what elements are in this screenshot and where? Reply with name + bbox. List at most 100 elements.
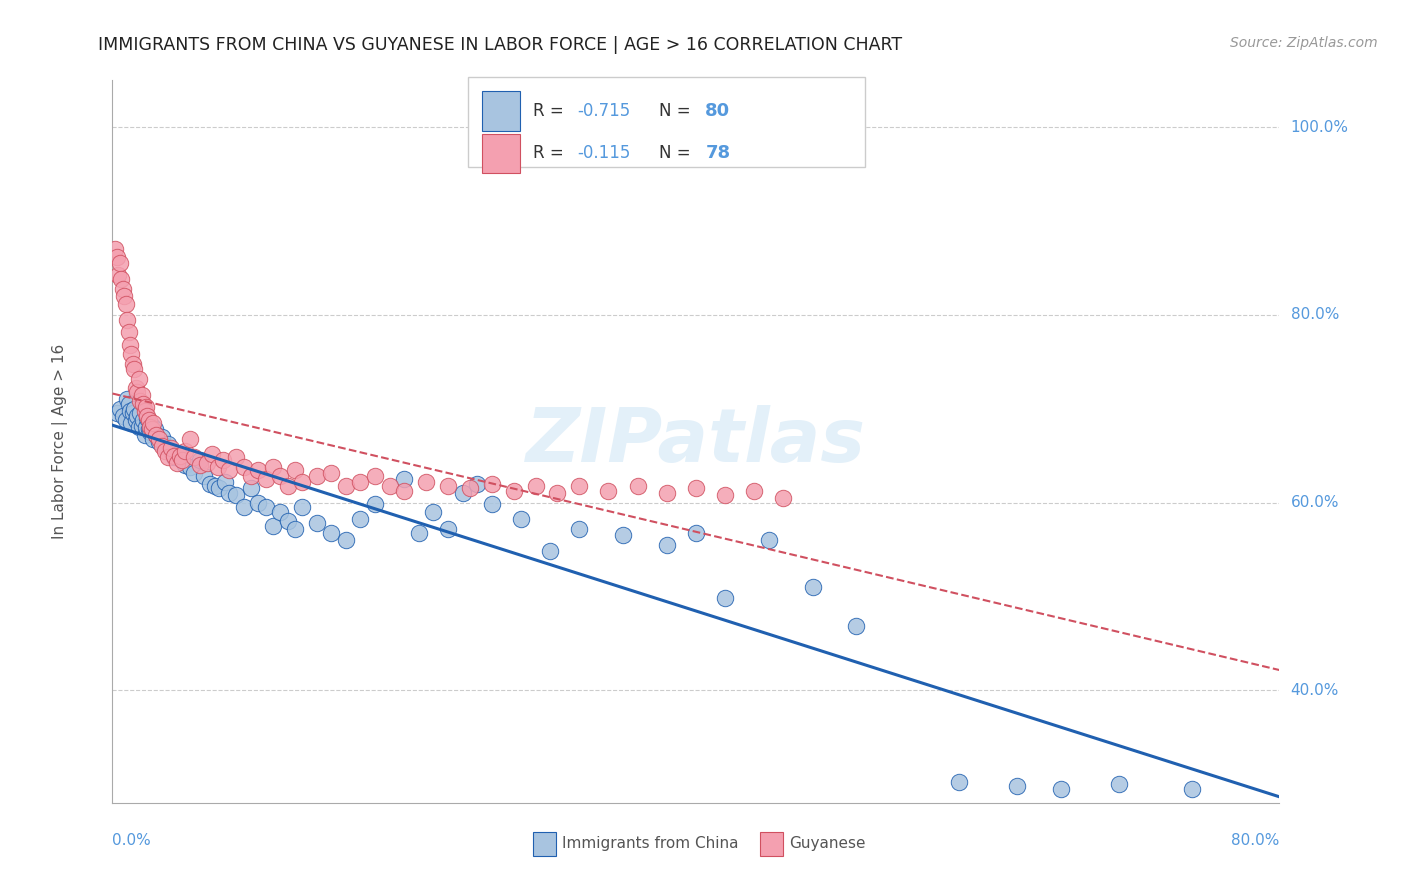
Point: [160, 444, 183, 458]
Point: [128, 420, 150, 434]
Point: [247, 463, 270, 477]
Point: [568, 478, 591, 492]
Point: [291, 475, 314, 489]
Point: [232, 500, 254, 515]
Point: [212, 453, 235, 467]
Point: [129, 394, 152, 409]
Point: [131, 418, 153, 433]
Point: [305, 516, 328, 531]
Point: [124, 362, 146, 376]
Text: -0.115: -0.115: [576, 145, 630, 162]
Point: [218, 486, 240, 500]
Point: [262, 459, 284, 474]
Point: [232, 459, 254, 474]
Text: 80.0%: 80.0%: [1232, 833, 1279, 848]
Point: [254, 472, 277, 486]
Point: [138, 422, 160, 436]
Point: [142, 416, 165, 430]
Point: [105, 406, 128, 420]
Text: Immigrants from China: Immigrants from China: [562, 837, 738, 852]
Point: [166, 456, 188, 470]
Point: [136, 411, 159, 425]
Point: [321, 466, 343, 480]
Point: [349, 512, 371, 526]
Point: [349, 475, 371, 489]
Point: [163, 450, 186, 465]
Text: R =: R =: [533, 145, 568, 162]
Point: [394, 472, 416, 486]
Point: [714, 591, 737, 606]
Point: [408, 525, 430, 540]
Point: [139, 425, 162, 439]
Point: [105, 250, 128, 264]
Point: [378, 478, 401, 492]
Point: [269, 469, 291, 483]
Point: [200, 476, 222, 491]
Point: [117, 397, 139, 411]
Point: [135, 400, 157, 414]
Point: [415, 475, 437, 489]
Point: [172, 453, 194, 467]
Point: [131, 387, 153, 401]
Point: [172, 453, 194, 467]
Point: [156, 450, 179, 465]
Point: [107, 268, 129, 283]
Point: [118, 338, 141, 352]
Point: [129, 406, 152, 420]
Point: [120, 416, 142, 430]
Point: [110, 272, 132, 286]
Point: [174, 458, 197, 472]
Point: [193, 469, 215, 483]
Point: [160, 441, 183, 455]
Point: [141, 422, 163, 436]
Point: [1108, 777, 1130, 791]
Point: [1005, 779, 1028, 793]
FancyBboxPatch shape: [468, 77, 865, 167]
Point: [502, 484, 524, 499]
Point: [321, 525, 343, 540]
Point: [127, 409, 149, 424]
Point: [481, 497, 503, 511]
Point: [437, 522, 460, 536]
Point: [179, 432, 201, 446]
Point: [276, 514, 298, 528]
Point: [364, 469, 387, 483]
Text: -0.715: -0.715: [576, 102, 630, 120]
Point: [153, 444, 176, 458]
Point: [291, 500, 314, 515]
Point: [183, 466, 205, 480]
Point: [174, 444, 197, 458]
Point: [364, 497, 387, 511]
Point: [163, 449, 186, 463]
Point: [247, 495, 270, 509]
Text: ZIPatlas: ZIPatlas: [526, 405, 866, 478]
Text: 60.0%: 60.0%: [1291, 495, 1339, 510]
Point: [141, 418, 163, 433]
Point: [422, 505, 444, 519]
Point: [125, 413, 148, 427]
Point: [269, 505, 291, 519]
Point: [132, 413, 155, 427]
Point: [627, 478, 650, 492]
Bar: [761, 832, 783, 855]
Bar: [533, 832, 555, 855]
Text: In Labor Force | Age > 16: In Labor Force | Age > 16: [52, 344, 67, 539]
Point: [284, 522, 307, 536]
Point: [262, 519, 284, 533]
Point: [1049, 781, 1071, 796]
Point: [156, 437, 179, 451]
Point: [225, 450, 247, 465]
Point: [1181, 781, 1204, 796]
Point: [108, 256, 131, 270]
Point: [148, 432, 170, 446]
Point: [132, 397, 155, 411]
Point: [195, 456, 218, 470]
Point: [254, 500, 277, 515]
Point: [118, 403, 141, 417]
Point: [394, 484, 416, 499]
Point: [742, 484, 765, 499]
Point: [183, 450, 205, 465]
Point: [125, 381, 148, 395]
Point: [481, 476, 503, 491]
Point: [167, 447, 190, 461]
